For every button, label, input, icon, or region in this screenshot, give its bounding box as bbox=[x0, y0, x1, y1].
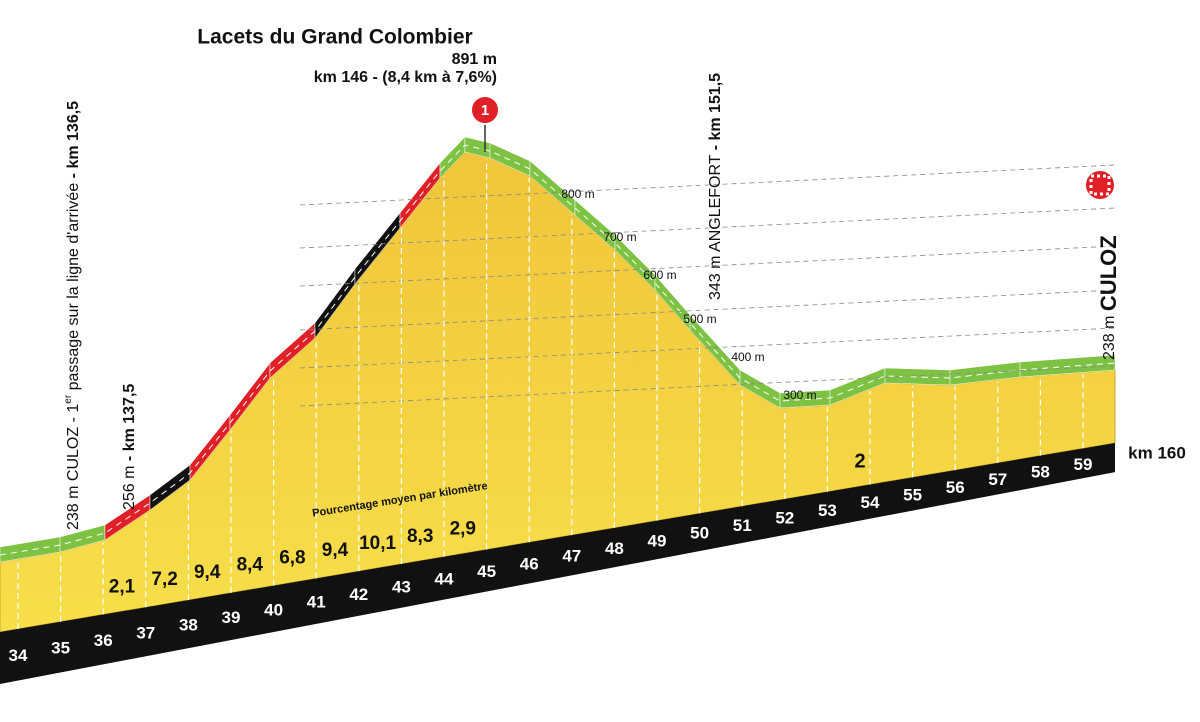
km-marker: 44 bbox=[435, 570, 454, 589]
altitude-line bbox=[299, 289, 1116, 331]
gradient: 9,4 bbox=[194, 562, 221, 583]
altitude-label: 600 m bbox=[643, 268, 676, 282]
altitude-line bbox=[299, 365, 1116, 407]
km-marker: 36 bbox=[94, 631, 113, 650]
km-marker: 49 bbox=[648, 531, 667, 550]
km-marker: 51 bbox=[733, 516, 752, 535]
place: ANGLEFORT bbox=[707, 154, 724, 252]
altitude-label: 500 m bbox=[683, 312, 716, 326]
gradient: 8,4 bbox=[237, 555, 264, 576]
summit-altitude: 891 m bbox=[452, 51, 497, 68]
km-marker: 40 bbox=[264, 600, 283, 619]
km-marker: 47 bbox=[562, 547, 581, 566]
altitude: 343 m bbox=[707, 256, 724, 300]
sprint-marker: 2 bbox=[854, 450, 865, 472]
km-marker: 48 bbox=[605, 539, 624, 558]
second-point-label: 256 m - km 137,5 bbox=[121, 384, 138, 510]
km-marker: 41 bbox=[307, 593, 326, 612]
altitude-label: 400 m bbox=[731, 350, 764, 364]
altitude-label: 800 m bbox=[561, 187, 594, 201]
gradient: 2,1 bbox=[109, 576, 136, 597]
km: - km 136,5 bbox=[65, 101, 82, 178]
km-marker: 54 bbox=[861, 493, 880, 512]
km-marker: 52 bbox=[775, 508, 794, 527]
climb-marker-label: 1 bbox=[481, 102, 489, 119]
anglefort-label: 343 m ANGLEFORT - km 151,5 bbox=[707, 73, 724, 300]
altitude-line bbox=[299, 207, 1116, 249]
km-marker: 50 bbox=[690, 524, 709, 543]
profile bbox=[0, 136, 1116, 684]
km: - km 151,5 bbox=[707, 73, 724, 150]
altitude-label: 300 m bbox=[783, 388, 816, 402]
strip-center bbox=[0, 144, 1116, 556]
km-marker: 58 bbox=[1031, 462, 1050, 481]
passage-text: passage sur la ligne d'arrivée bbox=[65, 183, 82, 395]
altitude-line bbox=[299, 245, 1116, 287]
km-marker: 38 bbox=[179, 616, 198, 635]
km: - km 137,5 bbox=[121, 384, 138, 461]
altitude-line bbox=[299, 164, 1116, 206]
gradient: 7,2 bbox=[151, 569, 177, 590]
km-marker: 43 bbox=[392, 577, 411, 596]
summit-name: Lacets du Grand Colombier bbox=[197, 26, 472, 49]
altitude: 256 m bbox=[121, 466, 138, 510]
gradient: 6,8 bbox=[279, 547, 305, 568]
km-marker: 59 bbox=[1074, 455, 1093, 474]
km-marker: 46 bbox=[520, 554, 539, 573]
altitude-label: 700 m bbox=[603, 230, 636, 244]
altitude-line bbox=[299, 327, 1116, 369]
start-passage-label: 238 m CULOZ - 1er passage sur la ligne d… bbox=[63, 101, 83, 530]
gradient: 9,4 bbox=[322, 540, 349, 561]
gradient: 10,1 bbox=[359, 533, 396, 554]
km-marker: 39 bbox=[222, 608, 241, 627]
km-marker: 35 bbox=[51, 639, 70, 658]
climb-marker bbox=[470, 95, 500, 125]
place: CULOZ bbox=[1096, 235, 1121, 311]
summit-detail: km 146 - (8,4 km à 7,6%) bbox=[314, 69, 497, 86]
finish-flag bbox=[1089, 174, 1111, 196]
gradient: 8,3 bbox=[407, 526, 433, 547]
superscript: er bbox=[63, 394, 74, 404]
km-marker: 34 bbox=[9, 646, 28, 665]
km-band bbox=[0, 443, 1115, 684]
km-marker: 55 bbox=[903, 485, 922, 504]
km-marker: 45 bbox=[477, 562, 496, 581]
gradient: 2,9 bbox=[450, 519, 476, 540]
km-marker: 57 bbox=[988, 470, 1007, 489]
km-marker: 53 bbox=[818, 501, 837, 520]
finish-km: km 160 bbox=[1128, 443, 1186, 462]
altitude: 238 m bbox=[65, 486, 82, 530]
place: CULOZ - 1 bbox=[65, 404, 82, 481]
km-marker: 37 bbox=[136, 623, 155, 642]
km-marker: 56 bbox=[946, 478, 965, 497]
km-marker: 42 bbox=[349, 585, 368, 604]
altitude: 238 m bbox=[1101, 316, 1118, 360]
finish-label: 238 m CULOZ bbox=[1096, 235, 1121, 360]
